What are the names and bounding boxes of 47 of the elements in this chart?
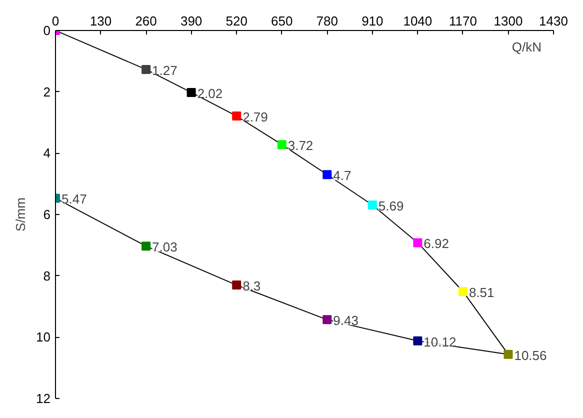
x-axis-title: Q/kN [512,40,542,54]
data-label: 3.72 [288,138,314,154]
point [232,112,242,121]
point [368,200,377,210]
x-tick-label: 390 [180,14,202,28]
point [322,315,332,324]
y-tick-label: 4 [43,146,51,161]
point [322,170,332,180]
point [186,88,196,97]
point [277,140,286,150]
x-tick-label: 1300 [494,14,523,28]
data-label: 2.79 [242,110,268,125]
data-label: 5.69 [378,198,404,214]
x-tick-label: 650 [271,14,293,28]
point [232,280,242,290]
data-label: 6.92 [424,236,449,252]
x-tick-label: 780 [316,14,338,28]
x-tick-label: 1040 [403,14,432,28]
point [413,336,422,346]
x-tick-label: 520 [226,14,248,28]
x-tick-label: 1430 [539,14,568,28]
point [458,286,468,296]
data-label: 10.56 [514,348,547,363]
data-label: 8.3 [242,278,261,294]
data-label: 10.12 [424,334,456,350]
point [142,242,151,251]
y-tick-label: 12 [36,391,51,406]
data-label: 5.47 [62,192,87,207]
y-tick-label: 0 [43,23,51,38]
data-label: 8.51 [468,284,494,300]
data-label: 1.27 [152,62,178,78]
y-axis-title: S/mm [13,198,28,232]
point [413,238,422,248]
y-tick-label: 8 [43,268,51,284]
data-label: 9.43 [333,313,358,328]
point [142,64,151,74]
x-tick-label: 1170 [448,14,477,28]
data-label: 2.02 [197,86,223,101]
point [504,350,513,359]
x-tick-label: 910 [362,14,384,28]
data-label: 4.7 [333,168,352,184]
y-tick-label: 2 [43,84,51,100]
y-tick-label: 6 [43,207,51,222]
x-tick-label: 130 [90,14,112,28]
y-tick-label: 10 [36,330,51,345]
x-tick-label: 260 [135,14,157,28]
data-label: 7.03 [152,240,178,255]
